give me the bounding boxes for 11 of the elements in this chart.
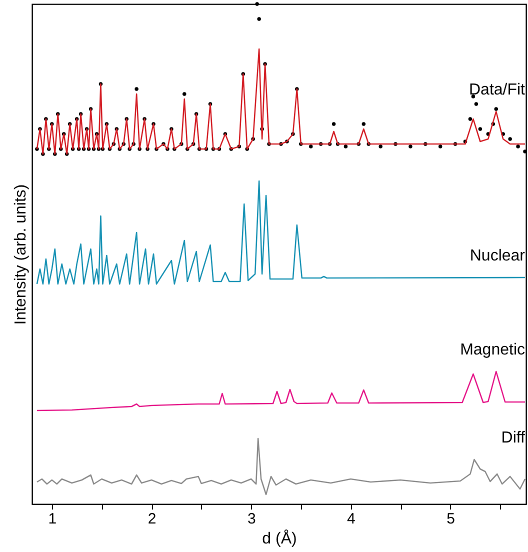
series-label: Diff (501, 430, 526, 446)
series-label: Data/Fit (468, 82, 526, 98)
x-tick-label: 3 (247, 510, 256, 528)
series-label: Nuclear (470, 248, 526, 264)
x-tick-label: 2 (148, 510, 156, 528)
x-tick-label: 4 (347, 510, 356, 528)
x-tick-label: 1 (48, 510, 57, 528)
x-tick-label: 5 (446, 510, 455, 528)
y-axis-title: Intensity (arb. units) (12, 184, 30, 325)
x-axis-title: d (Å) (262, 530, 297, 548)
series-label: Magnetic (460, 342, 526, 358)
